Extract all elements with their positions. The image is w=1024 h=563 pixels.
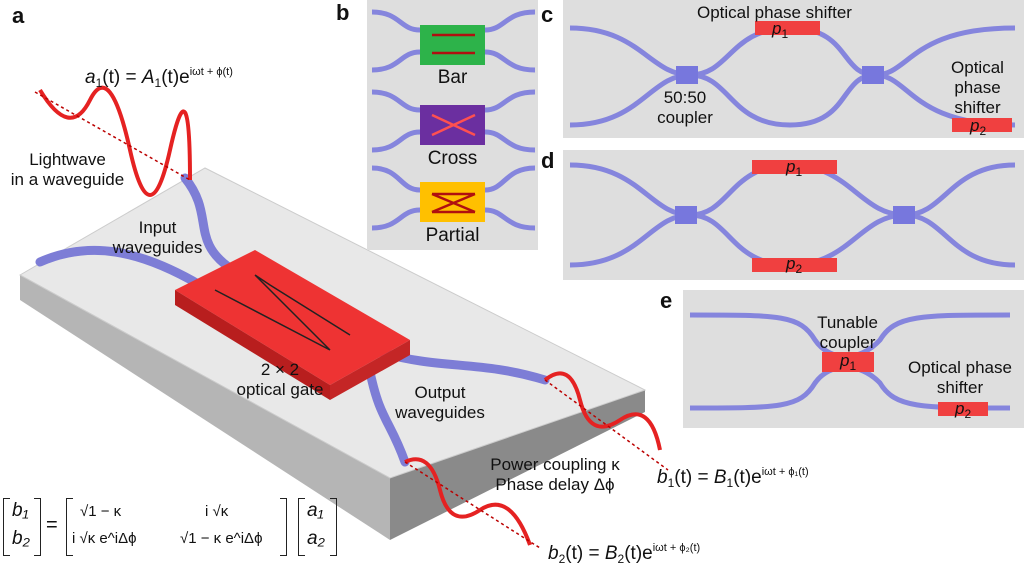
- panel-label-c: c: [541, 2, 554, 27]
- input-equation: a1(t) = A1(t)eiωt + ϕ(t): [85, 66, 233, 90]
- lightwave-label: Lightwave in a waveguide: [10, 150, 125, 189]
- e-p1: p1: [840, 351, 857, 373]
- c-coupler-label: 50:50 coupler: [657, 88, 713, 127]
- gate-label: 2 × 2 optical gate: [236, 360, 324, 399]
- b1-equation: b1(t) = B1(t)eiωt + ϕ₁(t): [657, 466, 809, 490]
- coupling-label: Power coupling κ Phase delay Δϕ: [490, 455, 620, 494]
- shifter-p1-c: [755, 21, 820, 35]
- e-shifter-label: Optical phase shifter: [908, 358, 1012, 397]
- shifter-p1-d: [752, 160, 837, 174]
- shifter-p2-e: [938, 402, 988, 416]
- optical-gate: [175, 250, 410, 400]
- e-p2: p2: [955, 399, 972, 421]
- c-shifter-label: Optical phase shifter: [697, 3, 852, 22]
- c-p1: p1: [772, 19, 789, 41]
- output-waveguides-label: Output waveguides: [395, 383, 485, 422]
- d-p2: p2: [786, 254, 803, 276]
- light-waves: [34, 85, 669, 549]
- cross-label: Cross: [427, 148, 478, 169]
- tunable-coupler-p1: [822, 352, 874, 372]
- bar-gate: [420, 25, 485, 65]
- panel-label-e: e: [660, 288, 673, 313]
- e-tunable-label: Tunable coupler: [817, 313, 878, 352]
- shifter-p2-d: [752, 258, 837, 272]
- d-p1: p1: [786, 157, 803, 179]
- bar-label: Bar: [437, 67, 468, 88]
- partial-label: Partial: [425, 225, 480, 246]
- shifter-p2-c: [952, 118, 1012, 132]
- c-p2: p2: [970, 116, 987, 138]
- input-waveguides-label: Input waveguides: [112, 218, 203, 257]
- c-right-shifter-label: Optical phase shifter: [951, 58, 1004, 117]
- b2-equation: b2(t) = B2(t)eiωt + ϕ₂(t): [548, 542, 701, 563]
- panel-label-b: b: [336, 0, 350, 25]
- waveguides-b: [371, 9, 536, 231]
- panel-label-d: d: [541, 148, 555, 173]
- panel-label-a: a: [12, 3, 25, 28]
